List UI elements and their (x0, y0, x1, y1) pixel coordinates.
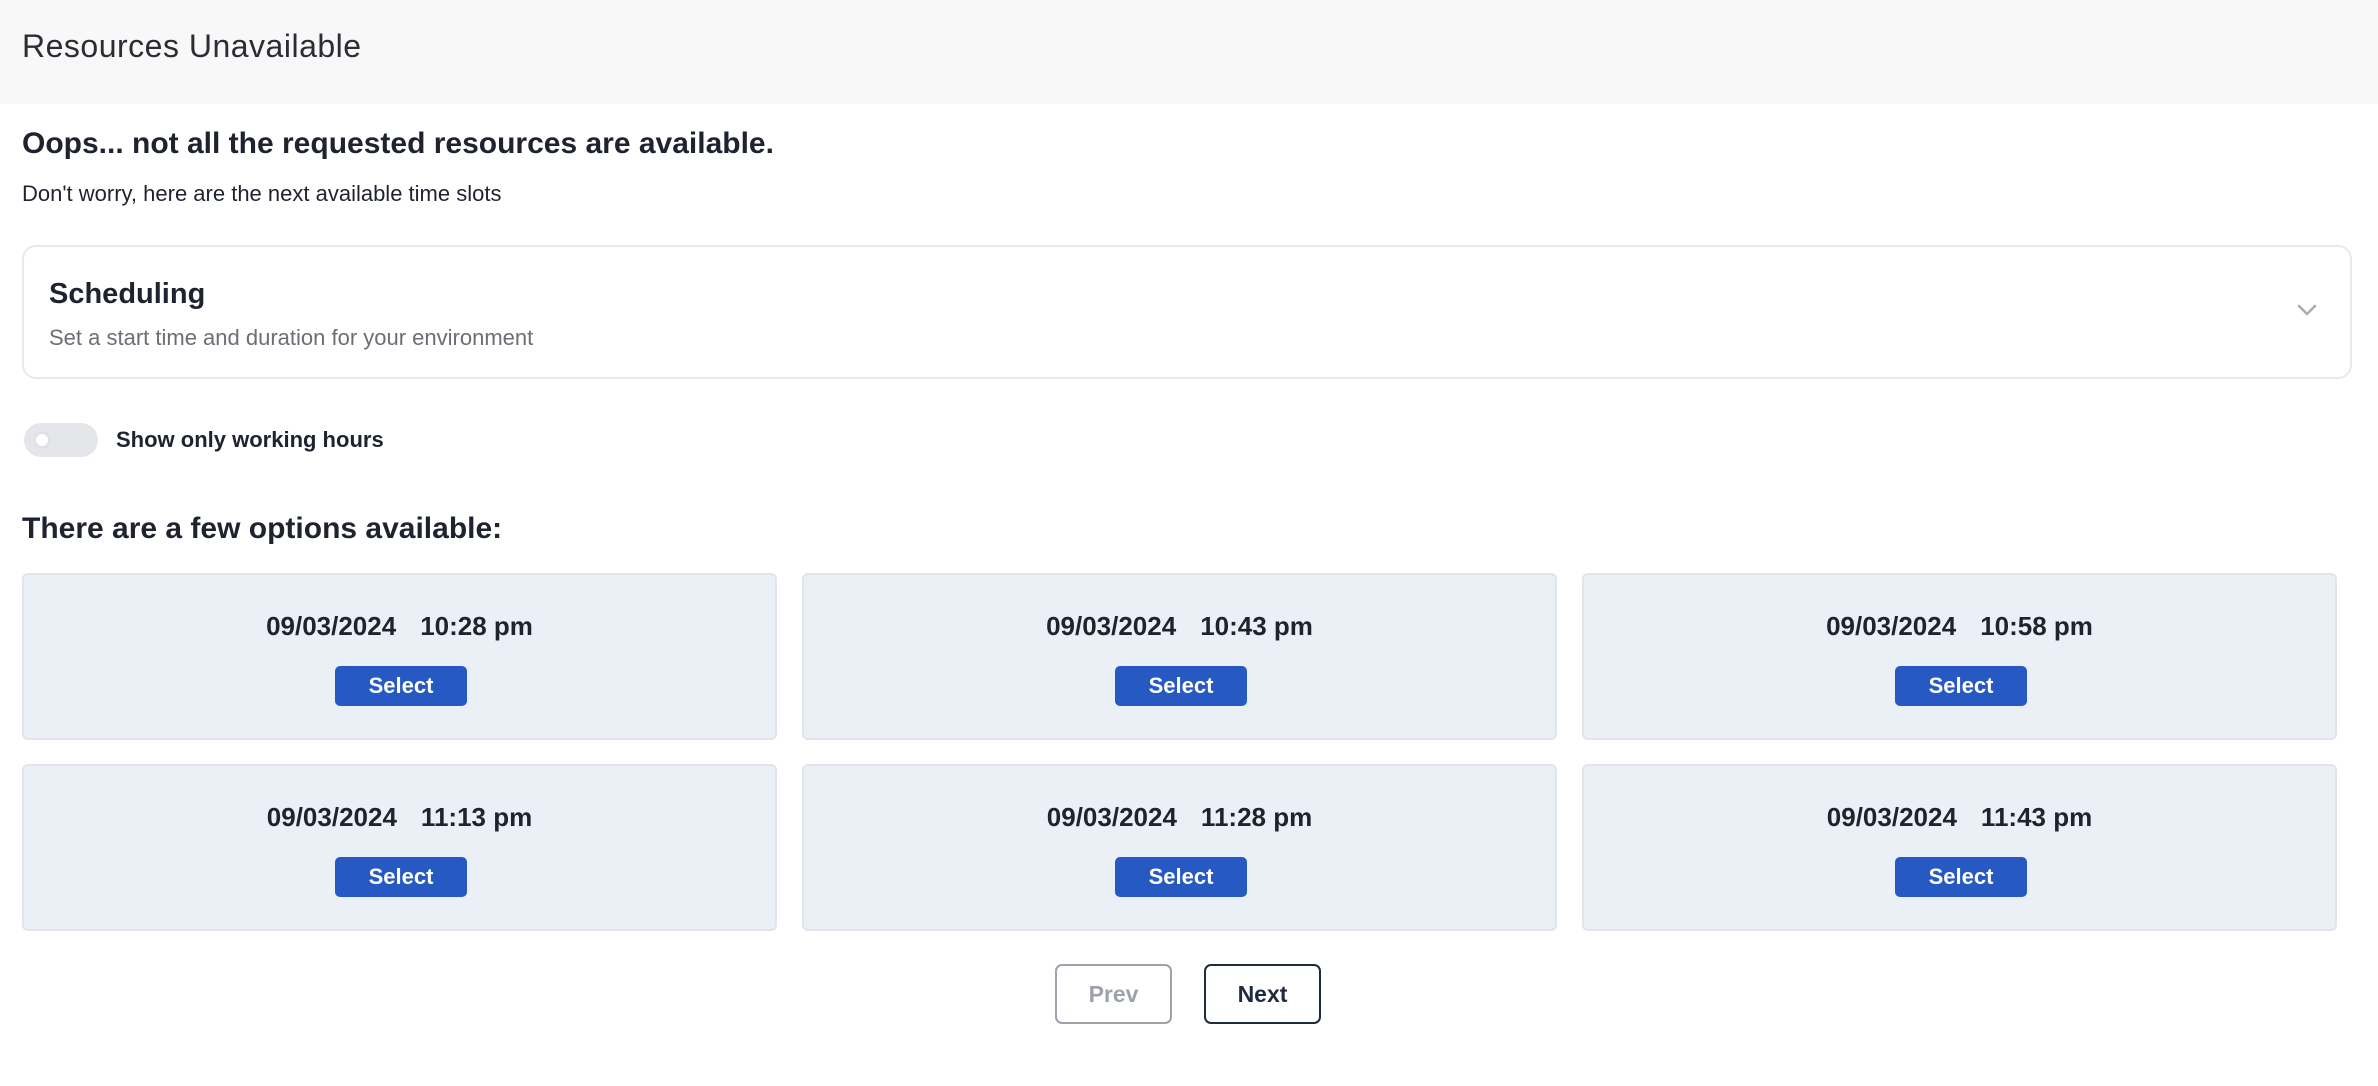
error-subtext: Don't worry, here are the next available… (22, 181, 502, 206)
slot-date: 09/03/2024 (1826, 802, 1957, 832)
time-slot-card: 09/03/2024 11:43 pm Select (1582, 764, 2337, 931)
time-slot-card: 09/03/2024 11:28 pm Select (802, 764, 1557, 931)
time-slot-card: 09/03/2024 11:13 pm Select (22, 764, 777, 931)
page-title: Resources Unavailable (22, 28, 362, 64)
chevron-down-icon[interactable] (2294, 297, 2320, 323)
page-header: Resources Unavailable (0, 0, 2378, 104)
working-hours-toggle[interactable] (24, 423, 98, 457)
time-slot-card: 09/03/2024 10:28 pm Select (22, 573, 777, 740)
time-slot-card: 09/03/2024 10:43 pm Select (802, 573, 1557, 740)
prev-button[interactable]: Prev (1055, 964, 1172, 1024)
slot-time: 10:58 pm (1980, 611, 2093, 641)
slot-time: 10:43 pm (1200, 611, 1313, 641)
select-slot-button[interactable]: Select (335, 666, 467, 706)
select-slot-button[interactable]: Select (1895, 857, 2027, 897)
scheduling-title: Scheduling (49, 278, 206, 310)
toggle-knob (33, 431, 51, 449)
working-hours-label: Show only working hours (116, 427, 384, 452)
slot-date: 09/03/2024 (1826, 611, 1957, 641)
select-slot-button[interactable]: Select (1115, 857, 1247, 897)
next-button[interactable]: Next (1204, 964, 1321, 1024)
scheduling-subtitle: Set a start time and duration for your e… (49, 325, 534, 350)
slot-time: 10:28 pm (420, 611, 533, 641)
slot-date: 09/03/2024 (1046, 802, 1177, 832)
select-slot-button[interactable]: Select (1895, 666, 2027, 706)
slot-date: 09/03/2024 (266, 802, 397, 832)
error-heading: Oops... not all the requested resources … (22, 127, 774, 160)
select-slot-button[interactable]: Select (335, 857, 467, 897)
select-slot-button[interactable]: Select (1115, 666, 1247, 706)
slot-time: 11:43 pm (1980, 802, 2093, 832)
time-slot-card: 09/03/2024 10:58 pm Select (1582, 573, 2337, 740)
slot-date: 09/03/2024 (1046, 611, 1177, 641)
slot-time: 11:13 pm (420, 802, 533, 832)
options-title: There are a few options available: (22, 512, 503, 545)
slot-date: 09/03/2024 (266, 611, 397, 641)
scheduling-accordion[interactable]: Scheduling Set a start time and duration… (22, 245, 2352, 379)
slot-time: 11:28 pm (1200, 802, 1313, 832)
